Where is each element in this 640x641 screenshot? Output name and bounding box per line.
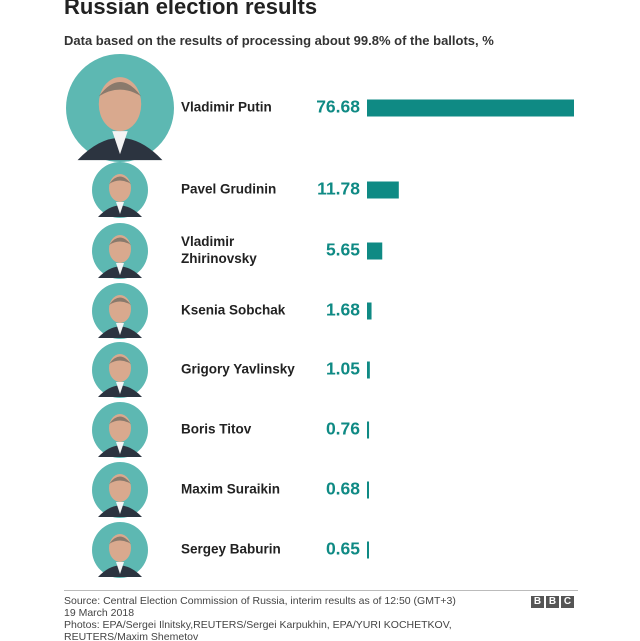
photo-collar — [116, 442, 124, 454]
photo-collar — [116, 502, 124, 514]
bbc-logo-block: B — [546, 596, 559, 608]
photo-collar — [116, 323, 124, 335]
value-label: 0.76 — [326, 419, 360, 439]
bar — [367, 242, 383, 260]
footer: Source: Central Election Commission of R… — [64, 590, 578, 641]
photo-hair — [109, 297, 131, 305]
bar — [367, 99, 574, 117]
bar — [367, 181, 399, 199]
date-note: 19 March 2018 — [64, 607, 135, 619]
bar — [367, 541, 369, 559]
value-label: 1.05 — [326, 359, 360, 379]
photo-collar — [116, 382, 124, 394]
candidate-photo — [92, 402, 148, 458]
candidate-photo — [92, 462, 148, 518]
photo-collar — [116, 562, 124, 574]
candidate-photo — [92, 342, 148, 398]
bar — [367, 481, 369, 499]
photo-hair — [109, 416, 131, 424]
candidate-name: Boris Titov — [181, 422, 252, 437]
candidate-name: Sergey Baburin — [181, 542, 281, 557]
photo-hair — [109, 356, 131, 364]
bar — [367, 302, 372, 320]
photo-credits-continued: REUTERS/Maxim Shemetov — [64, 631, 199, 641]
candidate-name: Pavel Grudinin — [181, 182, 276, 197]
value-label: 0.68 — [326, 479, 360, 499]
candidate-name: Vladimir — [181, 234, 235, 249]
candidate-photo — [92, 162, 148, 218]
bar — [367, 361, 370, 379]
photo-hair — [98, 81, 142, 97]
candidate-name: Vladimir Putin — [181, 100, 272, 115]
value-label: 11.78 — [317, 179, 360, 199]
photo-credits: Photos: EPA/Sergei Ilnitsky,REUTERS/Serg… — [64, 619, 452, 631]
candidate-photo — [92, 283, 148, 339]
value-label: 5.65 — [326, 240, 360, 260]
photo-hair — [109, 476, 131, 484]
candidate-name: Ksenia Sobchak — [181, 303, 286, 318]
candidate-photo — [92, 522, 148, 578]
candidate-name: Grigory Yavlinsky — [181, 362, 295, 377]
chart-title: Russian election results — [64, 0, 318, 19]
source-note: Source: Central Election Commission of R… — [64, 595, 456, 607]
photo-hair — [109, 237, 131, 245]
bar-chart: Vladimir Putin 76.68 Pavel Grudinin 11.78 Vl… — [66, 54, 574, 578]
photo-collar — [116, 263, 124, 275]
candidate-photo — [66, 54, 174, 162]
candidate-name: Maxim Suraikin — [181, 482, 280, 497]
photo-collar — [116, 202, 124, 214]
bbc-logo: B B C — [531, 596, 574, 608]
chart-subtitle: Data based on the results of processing … — [64, 33, 494, 48]
candidate-name: Zhirinovsky — [181, 251, 257, 266]
value-label: 1.68 — [326, 300, 360, 320]
photo-collar — [112, 131, 128, 155]
bar — [367, 421, 370, 439]
value-label: 0.65 — [326, 539, 360, 559]
candidate-photo — [92, 223, 148, 279]
bbc-logo-block: C — [561, 596, 574, 608]
photo-hair — [109, 536, 131, 544]
photo-hair — [109, 176, 131, 184]
bbc-logo-block: B — [531, 596, 544, 608]
value-label: 76.68 — [316, 97, 360, 117]
